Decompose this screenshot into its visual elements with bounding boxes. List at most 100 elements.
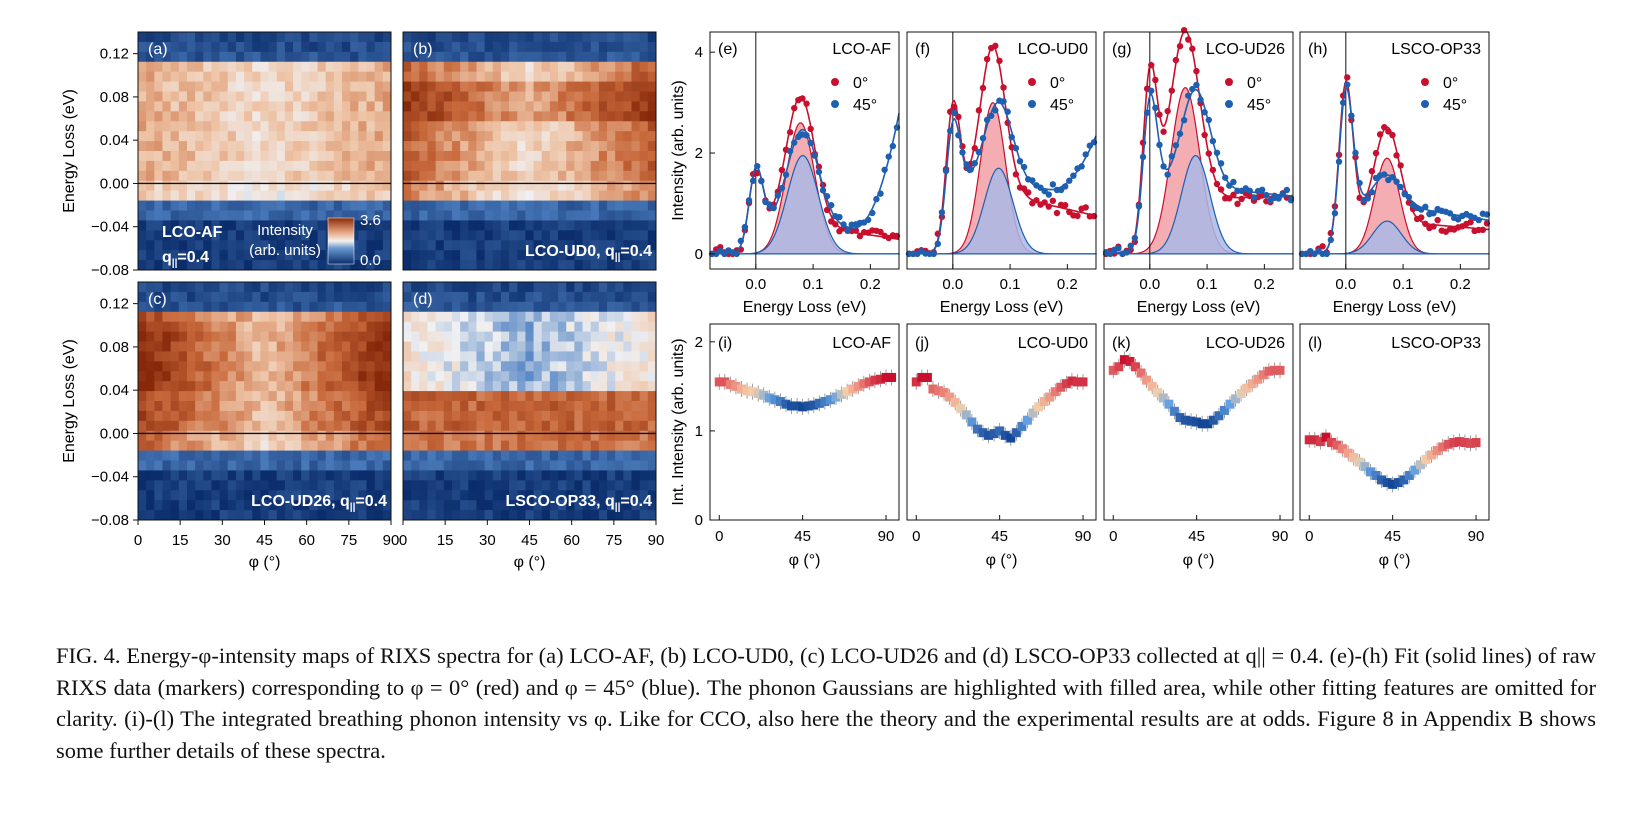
- data-marker: [1382, 478, 1392, 488]
- data-marker: [828, 201, 835, 209]
- map-pixel: [195, 61, 204, 73]
- map-pixel: [317, 410, 327, 422]
- map-pixel: [411, 460, 420, 471]
- map-pixel: [500, 180, 510, 192]
- map-pixel: [146, 420, 155, 432]
- map-pixel: [419, 391, 428, 402]
- map-pixel: [607, 101, 616, 112]
- map-pixel: [342, 151, 351, 162]
- map-pixel: [598, 260, 608, 271]
- map-pixel: [468, 160, 477, 172]
- map-pixel: [566, 401, 575, 412]
- data-marker: [1156, 111, 1163, 118]
- map-pixel: [195, 282, 204, 293]
- map-pixel: [574, 460, 584, 471]
- map-pixel: [509, 331, 518, 342]
- map-pixel: [582, 331, 592, 342]
- map-pixel: [509, 260, 518, 271]
- data-marker: [1364, 195, 1371, 202]
- map-pixel: [382, 230, 392, 241]
- map-pixel: [623, 190, 633, 202]
- map-pixel: [533, 151, 543, 162]
- map-pixel: [615, 51, 624, 63]
- map-pixel: [260, 240, 270, 251]
- map-pixel: [460, 190, 469, 202]
- map-pixel: [195, 180, 204, 192]
- map-pixel: [435, 91, 445, 102]
- panel-letter: (h): [1308, 41, 1328, 58]
- map-pixel: [309, 460, 319, 471]
- map-pixel: [358, 321, 368, 333]
- map-pixel: [647, 301, 657, 313]
- map-pixel: [427, 170, 437, 182]
- map-pixel: [358, 141, 368, 152]
- map-pixel: [558, 151, 567, 162]
- map-pixel: [451, 170, 461, 182]
- map-pixel: [623, 331, 633, 342]
- map-pixel: [566, 240, 575, 251]
- map-pixel: [358, 240, 368, 251]
- map-pixel: [623, 381, 633, 392]
- map-pixel: [631, 341, 641, 352]
- map-pixel: [219, 81, 229, 92]
- map-pixel: [533, 141, 543, 152]
- map-pixel: [549, 151, 559, 162]
- phonon-gaussian-fill: [906, 167, 1097, 255]
- x-tick-label: 0.1: [803, 276, 824, 293]
- map-pixel: [276, 230, 286, 241]
- map-pixel: [203, 510, 212, 521]
- map-pixel: [517, 331, 526, 342]
- map-pixel: [268, 131, 278, 142]
- map-pixel: [492, 282, 502, 293]
- map-pixel: [427, 311, 437, 323]
- map-pixel: [411, 410, 420, 422]
- map-pixel: [443, 151, 453, 162]
- data-marker: [1125, 356, 1135, 366]
- map-pixel: [325, 381, 335, 392]
- data-marker: [1335, 158, 1343, 165]
- figure-caption: FIG. 4. Energy-φ-intensity maps of RIXS …: [56, 640, 1596, 766]
- map-pixel: [460, 170, 469, 182]
- map-pixel: [178, 32, 188, 43]
- map-pixel: [284, 460, 294, 471]
- data-marker: [770, 204, 777, 212]
- data-marker: [1275, 365, 1285, 375]
- data-marker: [1352, 149, 1359, 157]
- map-pixel: [574, 351, 584, 362]
- y-axis-label: Energy Loss (eV): [61, 89, 78, 213]
- data-marker: [1385, 128, 1392, 135]
- map-pixel: [317, 331, 327, 342]
- map-pixel: [460, 291, 469, 303]
- map-pixel: [639, 131, 649, 142]
- map-pixel: [138, 301, 147, 313]
- map-pixel: [374, 371, 384, 382]
- map-pixel: [525, 260, 535, 271]
- map-pixel: [252, 240, 261, 251]
- map-pixel: [427, 480, 437, 491]
- map-pixel: [276, 510, 286, 521]
- map-pixel: [350, 361, 359, 372]
- map-pixel: [574, 160, 584, 172]
- map-pixel: [500, 170, 510, 182]
- map-pixel: [509, 401, 518, 412]
- map-pixel: [301, 331, 310, 342]
- map-pixel: [154, 401, 163, 412]
- map-pixel: [533, 500, 543, 511]
- map-pixel: [195, 121, 204, 132]
- map-pixel: [211, 341, 221, 352]
- data-marker: [1012, 171, 1020, 178]
- map-pixel: [574, 230, 584, 241]
- map-pixel: [244, 81, 253, 92]
- map-pixel: [500, 282, 510, 293]
- map-pixel: [350, 210, 359, 221]
- map-pixel: [615, 391, 624, 402]
- map-pixel: [451, 71, 461, 83]
- map-pixel: [533, 111, 543, 122]
- map-pixel: [317, 81, 327, 92]
- map-pixel: [607, 220, 616, 231]
- map-pixel: [541, 160, 551, 172]
- map-pixel: [186, 240, 196, 251]
- map-pixel: [525, 141, 535, 152]
- map-pixel: [460, 160, 469, 172]
- map-pixel: [476, 440, 486, 452]
